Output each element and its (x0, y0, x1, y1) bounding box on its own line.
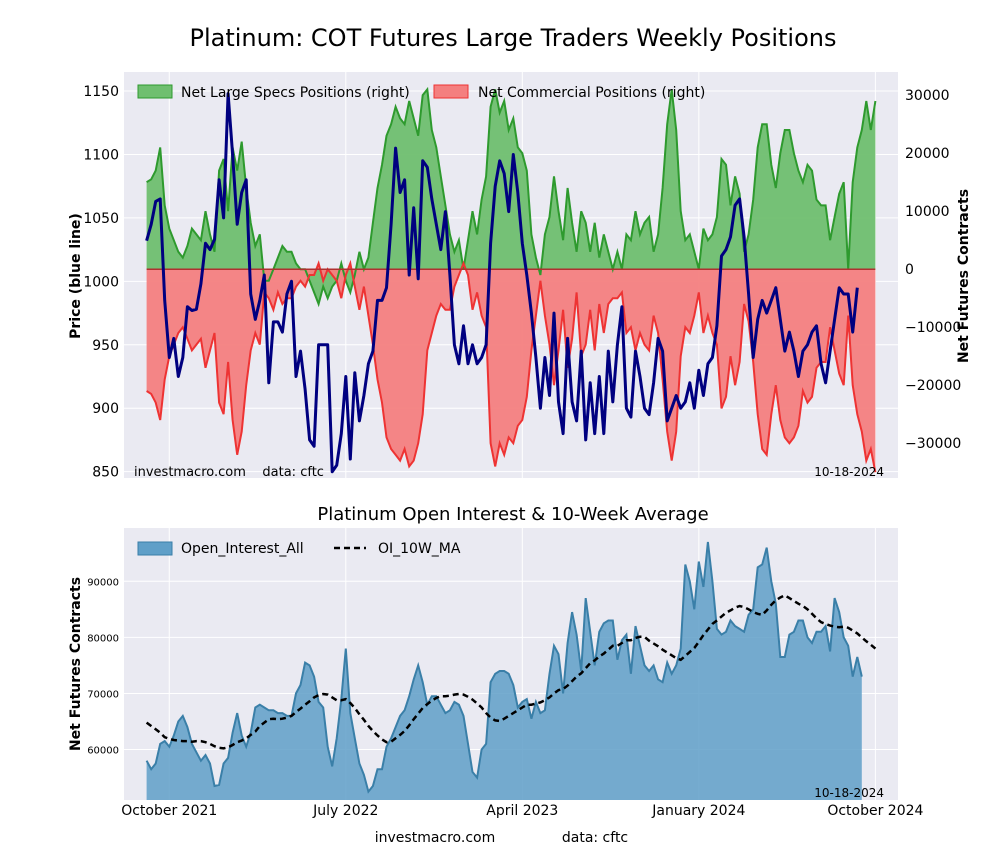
legend-swatch-net-large-specs (137, 84, 173, 99)
top-left-tick-label: 950 (92, 338, 119, 354)
top-date-annotation: 10-18-2024 (814, 465, 884, 479)
footer-site: investmacro.com (375, 830, 495, 846)
top-left-tick-label: 850 (92, 465, 119, 481)
bottom-left-tick-label: 80000 (87, 633, 119, 644)
bottom-x-tick-label: July 2022 (312, 803, 378, 819)
top-right-tick-label: 20000 (905, 146, 950, 162)
bottom-legend: Open_Interest_All OI_10W_MA (137, 541, 461, 557)
bottom-left-axis: 60000 70000 80000 90000 (87, 577, 119, 756)
open-interest-line (145, 541, 863, 794)
top-right-tick-label: −20000 (905, 378, 961, 394)
top-left-tick-label: 900 (92, 401, 119, 417)
legend-label-oi-ma: OI_10W_MA (378, 541, 461, 557)
legend-label-open-interest: Open_Interest_All (181, 541, 304, 557)
open-interest-area (146, 542, 862, 800)
top-left-tick-label: 1000 (83, 274, 119, 290)
top-chart: 850 900 950 1000 1050 1100 1150 −30000 −20000 −1… (68, 72, 972, 481)
bottom-left-tick-label: 60000 (87, 746, 119, 757)
bottom-left-axis-label: Net Futures Contracts (68, 577, 84, 751)
top-legend: Net Large Specs Positions (right) Net Co… (137, 84, 705, 101)
top-series (145, 86, 877, 474)
footer-data-source: data: cftc (562, 830, 628, 846)
top-left-axis-label: Price (blue line) (68, 213, 84, 339)
bottom-left-tick-label: 70000 (87, 689, 119, 700)
net-commercial-line (146, 259, 877, 473)
bottom-x-tick-label: October 2021 (121, 803, 217, 819)
net-large-specs-line (146, 86, 877, 308)
top-right-tick-label: −30000 (905, 436, 961, 452)
top-right-tick-label: 0 (905, 262, 914, 278)
bottom-left-tick-label: 90000 (87, 577, 119, 588)
top-right-tick-label: 30000 (905, 88, 950, 104)
top-left-axis: 850 900 950 1000 1050 1100 1150 (83, 84, 119, 481)
top-source-annotation: investmacro.com data: cftc (134, 465, 324, 480)
top-right-tick-label: −10000 (905, 320, 961, 336)
legend-label-net-large-specs: Net Large Specs Positions (right) (181, 85, 410, 101)
legend-swatch-net-commercial (433, 84, 469, 99)
top-left-tick-label: 1150 (83, 84, 119, 100)
legend-label-net-commercial: Net Commercial Positions (right) (478, 85, 705, 101)
net-commercial-area (146, 263, 876, 473)
bottom-date-annotation: 10-18-2024 (814, 786, 884, 800)
bottom-x-axis: October 2021 July 2022 April 2023 January 2… (121, 803, 923, 819)
top-right-tick-label: 10000 (905, 204, 950, 220)
legend-swatch-open-interest (137, 541, 173, 556)
bottom-x-tick-label: October 2024 (827, 803, 923, 819)
bottom-series (145, 541, 877, 800)
figure-title: Platinum: COT Futures Large Traders Week… (189, 24, 836, 52)
top-right-axis: −30000 −20000 −10000 0 10000 20000 30000 (905, 88, 961, 452)
bottom-chart: 60000 70000 80000 90000 October 2021 July 20… (68, 528, 924, 819)
bottom-x-tick-label: January 2024 (651, 803, 745, 819)
top-left-tick-label: 1100 (83, 147, 119, 163)
bottom-x-tick-label: April 2023 (486, 803, 558, 819)
bottom-chart-title: Platinum Open Interest & 10-Week Average (317, 504, 708, 525)
top-right-axis-label: Net Futures Contracts (956, 189, 972, 363)
top-left-tick-label: 1050 (83, 211, 119, 227)
price-line (145, 92, 859, 474)
